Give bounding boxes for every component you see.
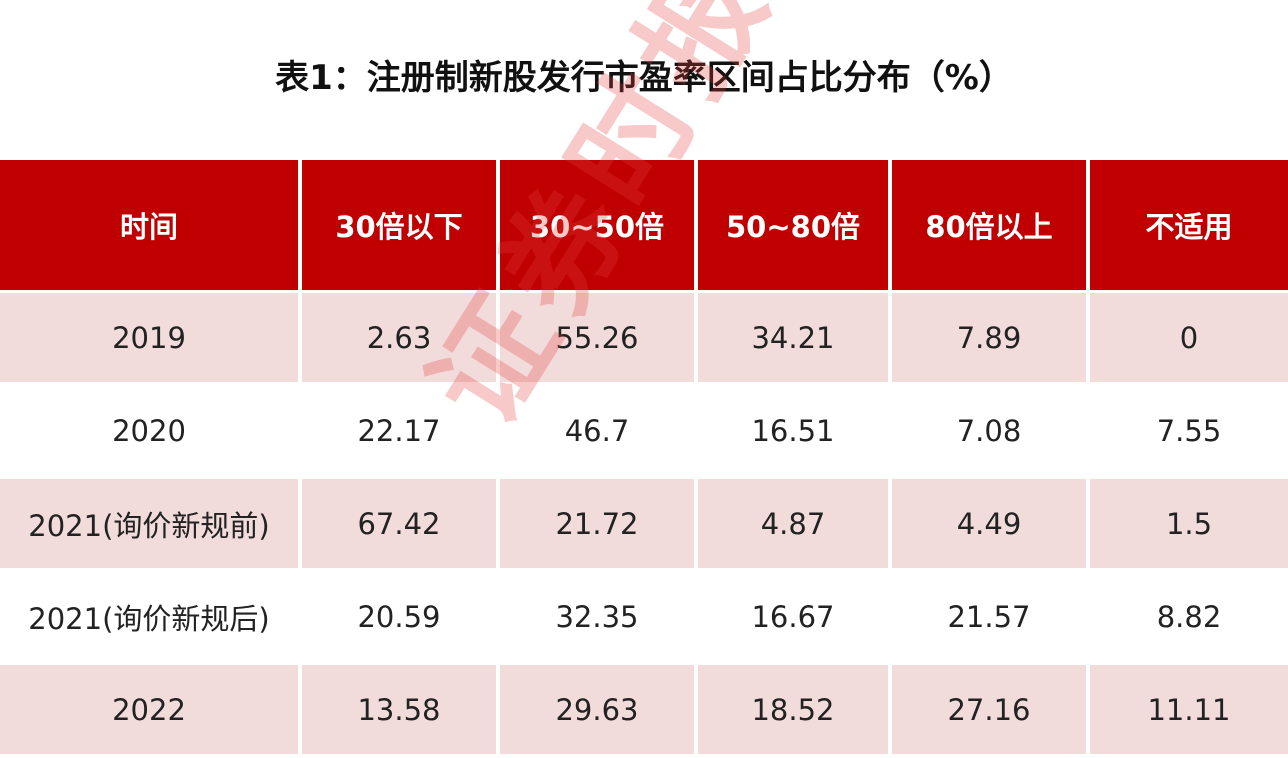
table-cell: 4.49	[892, 479, 1086, 568]
table-cell: 27.16	[892, 665, 1086, 754]
table-cell: 13.58	[302, 665, 496, 754]
table-cell: 21.72	[500, 479, 694, 568]
table-cell: 2021(询价新规前)	[0, 479, 298, 568]
table-cell: 0	[1090, 293, 1288, 382]
table-cell: 20.59	[302, 572, 496, 661]
table-title: 表1：注册制新股发行市盈率区间占比分布（%）	[275, 58, 1013, 98]
header-cell: 30倍以下	[302, 160, 496, 290]
header-cell: 时间	[0, 160, 298, 290]
table-cell: 1.5	[1090, 479, 1288, 568]
table-cell: 32.35	[500, 572, 694, 661]
header-cell: 80倍以上	[892, 160, 1086, 290]
table-cell: 2022	[0, 665, 298, 754]
table-cell: 34.21	[698, 293, 888, 382]
table-cell: 16.51	[698, 386, 888, 475]
table-cell: 29.63	[500, 665, 694, 754]
table-cell: 2.63	[302, 293, 496, 382]
header-cell: 50~80倍	[698, 160, 888, 290]
table-cell: 21.57	[892, 572, 1086, 661]
table-cell: 67.42	[302, 479, 496, 568]
table-cell: 7.89	[892, 293, 1086, 382]
table-cell: 7.55	[1090, 386, 1288, 475]
table-cell: 2020	[0, 386, 298, 475]
table-cell: 2021(询价新规后)	[0, 572, 298, 661]
header-cell: 不适用	[1090, 160, 1288, 290]
table-cell: 55.26	[500, 293, 694, 382]
table-cell: 7.08	[892, 386, 1086, 475]
table-cell: 16.67	[698, 572, 888, 661]
table-cell: 8.82	[1090, 572, 1288, 661]
table-cell: 18.52	[698, 665, 888, 754]
table-cell: 46.7	[500, 386, 694, 475]
table-cell: 11.11	[1090, 665, 1288, 754]
table-cell: 4.87	[698, 479, 888, 568]
header-cell: 30~50倍	[500, 160, 694, 290]
table-cell: 2019	[0, 293, 298, 382]
table-cell: 22.17	[302, 386, 496, 475]
